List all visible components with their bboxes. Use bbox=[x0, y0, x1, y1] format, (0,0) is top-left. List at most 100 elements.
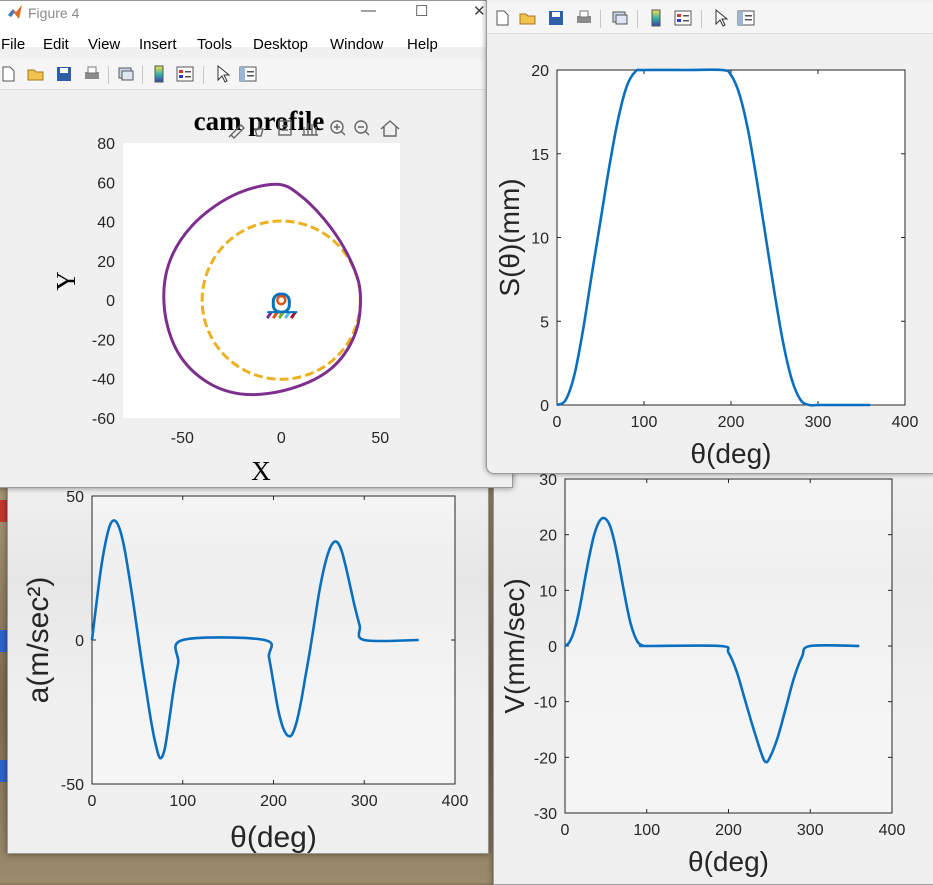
pan-hand-icon[interactable] bbox=[302, 123, 318, 136]
menu-file[interactable]: File bbox=[1, 36, 26, 53]
y-tick-label: -50 bbox=[61, 777, 84, 794]
figure-window-cam-profile[interactable]: Figure 4 — ☐ ✕ File Edit View Insert Too… bbox=[0, 0, 513, 488]
save-icon[interactable] bbox=[55, 65, 73, 83]
property-inspector-icon[interactable] bbox=[239, 65, 257, 83]
axes-toolbar bbox=[228, 120, 400, 139]
zoom-out-icon[interactable] bbox=[354, 120, 370, 136]
y-tick-label: 10 bbox=[531, 231, 549, 248]
cam-x-tick-label: 50 bbox=[371, 430, 389, 447]
y-axis-label: V(mm/sec) bbox=[499, 578, 530, 713]
displacement-chart[interactable]: 0 100 200 300 400 0 5 10 15 20 θ(deg) S(θ)(mm) bbox=[487, 0, 933, 473]
y-tick-label: 5 bbox=[540, 314, 549, 331]
follower-roller bbox=[276, 294, 287, 306]
link-icon[interactable] bbox=[117, 65, 135, 83]
legend-icon[interactable] bbox=[674, 9, 692, 27]
title-bar[interactable]: Figure 4 — ☐ ✕ bbox=[0, 1, 512, 25]
y-tick-label: 0 bbox=[75, 633, 84, 650]
close-button[interactable]: ✕ bbox=[473, 3, 486, 20]
x-tick-label: 100 bbox=[631, 414, 658, 431]
menu-insert[interactable]: Insert bbox=[139, 36, 177, 53]
cam-x-tick-label: 0 bbox=[277, 430, 286, 447]
y-tick-label: 0 bbox=[548, 639, 557, 656]
series-line bbox=[556, 68, 871, 407]
x-axis-label: θ(deg) bbox=[688, 846, 769, 877]
open-folder-icon[interactable] bbox=[27, 65, 45, 83]
x-axis-label: θ(deg) bbox=[230, 821, 317, 853]
y-tick-label: 50 bbox=[66, 489, 84, 506]
cam-y-tick-label: 80 bbox=[97, 136, 115, 153]
maximize-button[interactable]: ☐ bbox=[415, 3, 429, 20]
print-icon[interactable] bbox=[575, 9, 593, 27]
cam-profile-curve bbox=[162, 182, 362, 397]
desktop-shortcut-icon[interactable] bbox=[0, 500, 10, 522]
menu-bar: File Edit View Insert Tools Desktop Wind… bbox=[0, 25, 512, 53]
y-tick-label: 10 bbox=[539, 583, 557, 600]
menu-desktop[interactable]: Desktop bbox=[253, 36, 309, 53]
y-axis-label: a(m/sec²) bbox=[22, 577, 55, 704]
x-tick-label: 400 bbox=[442, 793, 469, 810]
x-tick-label: 0 bbox=[88, 793, 97, 810]
cam-y-tick-label: -60 bbox=[92, 411, 115, 428]
save-icon[interactable] bbox=[547, 9, 565, 27]
link-icon[interactable] bbox=[611, 9, 629, 27]
cam-y-tick-label: 0 bbox=[106, 293, 115, 310]
cam-plot-area[interactable] bbox=[123, 143, 400, 418]
x-tick-label: 100 bbox=[633, 822, 660, 839]
cam-x-tick-label: -50 bbox=[171, 430, 194, 447]
cam-geometry bbox=[162, 182, 362, 397]
x-tick-label: 300 bbox=[797, 822, 824, 839]
colorbar-icon[interactable] bbox=[150, 65, 168, 83]
figure-window-displacement[interactable]: 0 100 200 300 400 0 5 10 15 20 θ(deg) S(θ)(mm) bbox=[486, 0, 933, 474]
cam-y-tick-label: -40 bbox=[92, 372, 115, 389]
new-file-icon[interactable] bbox=[493, 9, 511, 27]
data-brush-icon[interactable] bbox=[254, 121, 264, 137]
window-title: Figure 4 bbox=[28, 5, 80, 21]
property-inspector-icon[interactable] bbox=[737, 9, 755, 27]
desktop-shortcut-icon[interactable] bbox=[0, 760, 10, 782]
figure-toolbar bbox=[487, 3, 933, 34]
pointer-icon[interactable] bbox=[712, 9, 730, 27]
menu-window[interactable]: Window bbox=[330, 36, 384, 53]
cam-y-tick-label: 20 bbox=[97, 254, 115, 271]
minimize-button[interactable]: — bbox=[361, 2, 376, 19]
cam-y-tick-label: 60 bbox=[97, 175, 115, 192]
plot-area[interactable] bbox=[556, 69, 906, 406]
brush-edit-icon[interactable] bbox=[228, 124, 245, 139]
menu-edit[interactable]: Edit bbox=[43, 36, 69, 53]
home-restore-icon[interactable] bbox=[380, 120, 400, 137]
cam-y-tick-label: 40 bbox=[97, 215, 115, 232]
print-icon[interactable] bbox=[83, 65, 101, 83]
matlab-logo-icon bbox=[8, 5, 22, 19]
cam-xlabel: X bbox=[251, 456, 271, 486]
series-line bbox=[564, 516, 860, 764]
open-folder-icon[interactable] bbox=[519, 9, 537, 27]
x-tick-label: 400 bbox=[879, 822, 906, 839]
new-file-icon[interactable] bbox=[0, 65, 17, 83]
pointer-icon[interactable] bbox=[214, 65, 232, 83]
desktop-shortcut-icon[interactable] bbox=[0, 630, 10, 652]
data-tips-icon[interactable] bbox=[278, 120, 292, 136]
cam-axis-ticks: -50 0 50 80 60 40 20 0 -20 -40 -60 bbox=[92, 136, 389, 447]
zoom-in-icon[interactable] bbox=[330, 120, 346, 136]
x-axis-label: θ(deg) bbox=[691, 438, 772, 469]
menu-tools[interactable]: Tools bbox=[197, 36, 233, 53]
cam-ylabel: Y bbox=[51, 271, 81, 291]
menu-help[interactable]: Help bbox=[407, 36, 438, 53]
y-tick-label: 15 bbox=[531, 147, 549, 164]
y-tick-label: -20 bbox=[534, 750, 557, 767]
y-tick-label: 20 bbox=[531, 63, 549, 80]
figure-window-acceleration[interactable]: 0 100 200 300 400 50 0 -50 θ(deg) a(m/sec²) bbox=[7, 486, 489, 854]
x-tick-label: 300 bbox=[351, 793, 378, 810]
x-tick-label: 300 bbox=[805, 414, 832, 431]
colorbar-icon[interactable] bbox=[647, 9, 665, 27]
figure-window-velocity[interactable]: 0 100 200 300 400 30 20 10 0 -10 -20 -30 θ(deg) V(mm/… bbox=[493, 472, 933, 885]
series-line bbox=[90, 519, 419, 760]
legend-icon[interactable] bbox=[176, 65, 194, 83]
velocity-chart[interactable]: 0 100 200 300 4003020100-10-20-30θ(deg)V(mm/… bbox=[494, 473, 933, 884]
figure-toolbar bbox=[0, 59, 512, 90]
menu-view[interactable]: View bbox=[88, 36, 121, 53]
x-tick-label: 400 bbox=[892, 414, 919, 431]
y-tick-label: 30 bbox=[539, 473, 557, 489]
